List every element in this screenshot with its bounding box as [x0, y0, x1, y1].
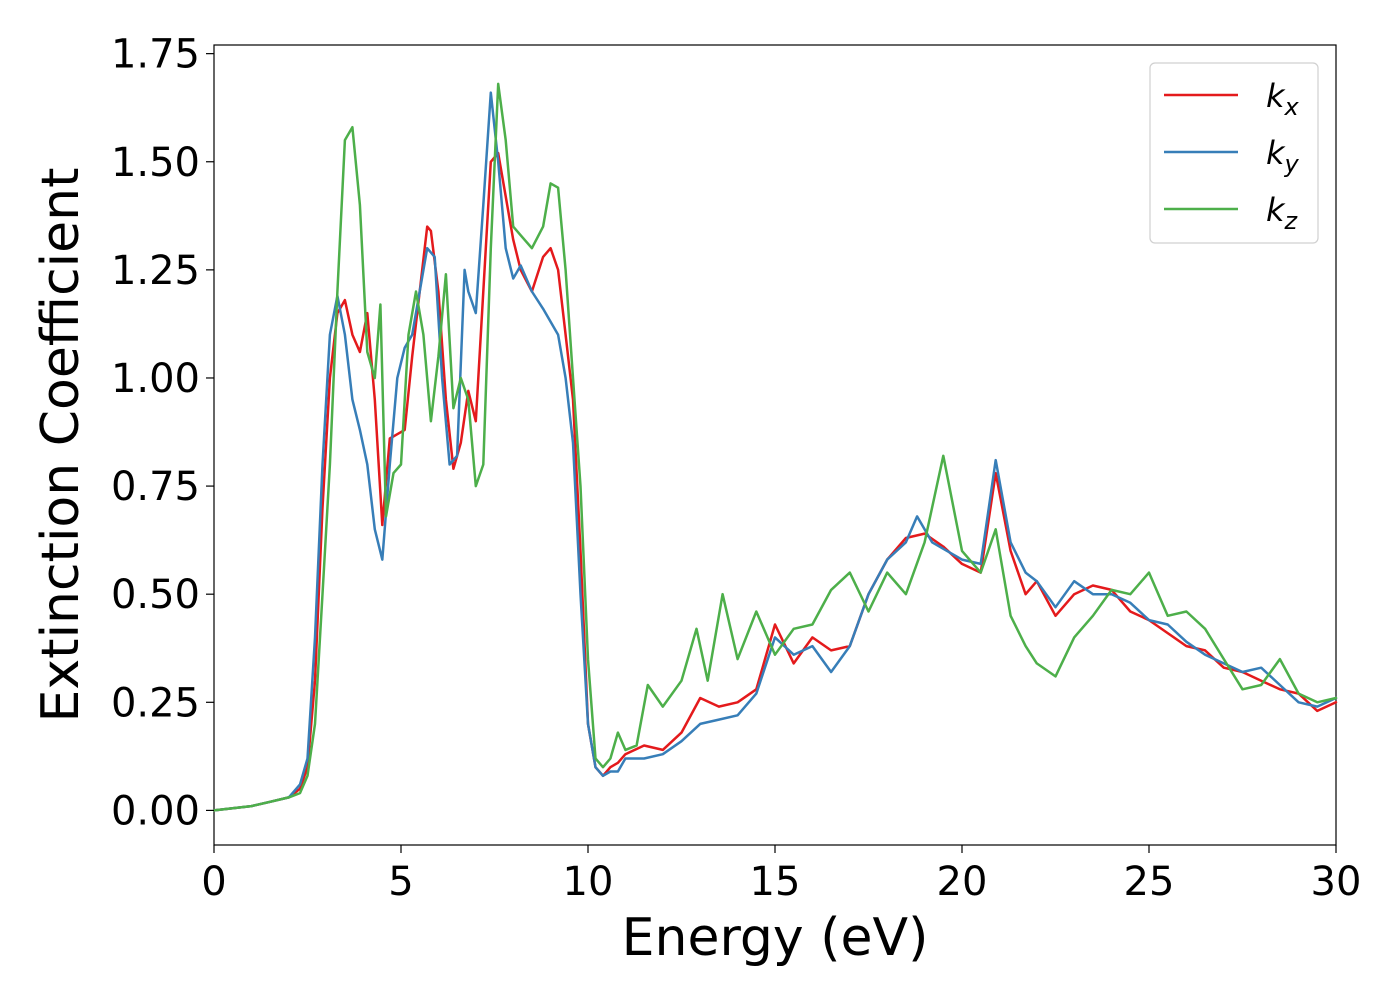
y-tick-label: 1.25: [111, 248, 200, 294]
y-tick-label: 0.25: [111, 680, 200, 726]
legend-label-ky: ky: [1266, 134, 1300, 178]
x-axis-label: Energy (eV): [622, 908, 929, 968]
series-lines: [212, 82, 1338, 812]
y-tick-label: 1.50: [111, 140, 200, 186]
x-tick-label: 5: [388, 859, 413, 905]
y-tick-label: 1.75: [111, 32, 200, 78]
x-tick-label: 10: [563, 859, 614, 905]
y-axis-label: Extinction Coefficient: [31, 168, 91, 723]
x-axis-ticks: 0 5 10 15 20 25 30: [201, 845, 1361, 905]
x-tick-label: 25: [1124, 859, 1175, 905]
y-tick-label: 0.75: [111, 464, 200, 510]
x-tick-label: 0: [201, 859, 226, 905]
y-tick-label: 1.00: [111, 356, 200, 402]
x-tick-label: 15: [750, 859, 801, 905]
x-tick-label: 20: [937, 859, 988, 905]
series-line-kz: [212, 82, 1338, 812]
y-axis-ticks: 0.00 0.25 0.50 0.75 1.00 1.25 1.50 1.75: [111, 32, 214, 834]
series-line-ky: [212, 91, 1338, 812]
legend-label-kz: kz: [1266, 191, 1299, 235]
legend-label-kx: kx: [1266, 77, 1300, 121]
y-tick-label: 0.00: [111, 788, 200, 834]
legend: kx ky kz: [1149, 62, 1319, 244]
y-tick-label: 0.50: [111, 572, 200, 618]
x-tick-label: 30: [1311, 859, 1362, 905]
